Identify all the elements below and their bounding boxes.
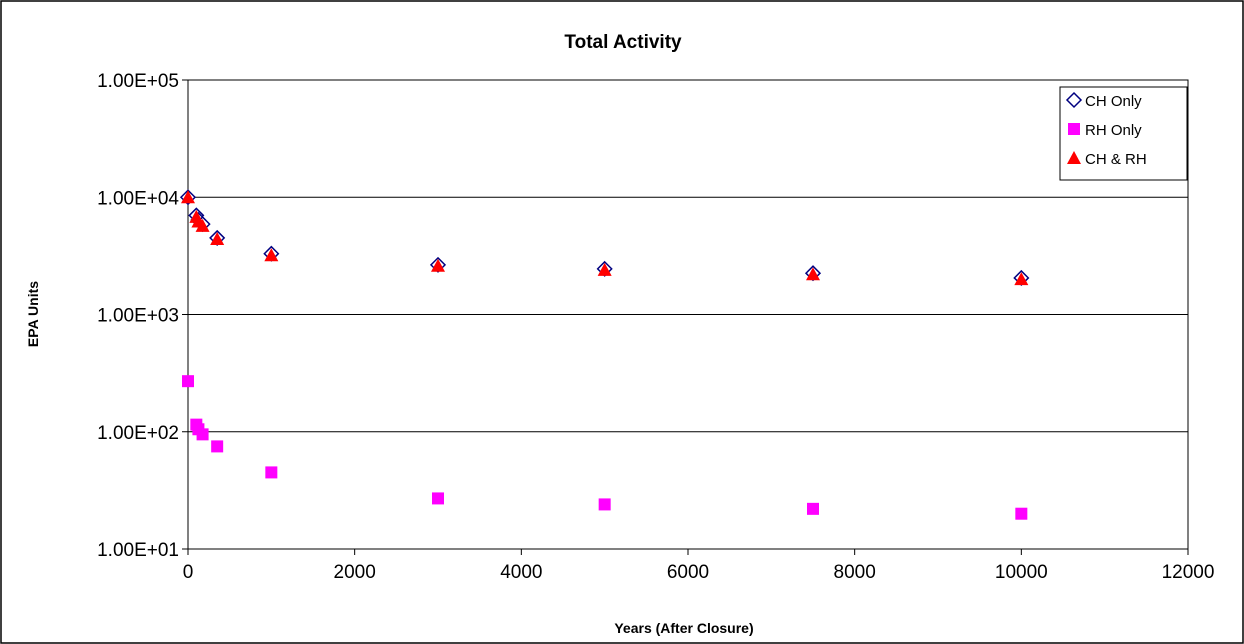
chart-title: Total Activity bbox=[564, 32, 682, 53]
data-point-ch-and-rh bbox=[1014, 272, 1029, 286]
data-point-ch-and-rh bbox=[264, 248, 279, 262]
data-point-rh-only bbox=[1015, 507, 1028, 520]
data-point-rh-only bbox=[196, 428, 209, 441]
x-tick-label: 8000 bbox=[834, 562, 876, 583]
legend-label: CH Only bbox=[1085, 93, 1142, 110]
data-point-ch-and-rh bbox=[210, 232, 225, 246]
y-axis-ticks: 1.00E+01 1.00E+02 1.00E+03 1.00E+04 1.00E+05 bbox=[97, 71, 188, 561]
legend-marker-ch-only bbox=[1065, 91, 1083, 109]
x-tick-label: 6000 bbox=[667, 562, 709, 583]
y-tick-label: 1.00E+02 bbox=[97, 423, 179, 444]
legend-label: CH & RH bbox=[1085, 151, 1147, 168]
x-axis-title: Years (After Closure) bbox=[614, 620, 753, 636]
x-tick-label: 10000 bbox=[995, 562, 1048, 583]
x-axis-ticks: 0 2000 4000 6000 8000 10000 12000 bbox=[183, 549, 1215, 583]
series-rh-only bbox=[182, 375, 1028, 520]
data-point-ch-and-rh bbox=[181, 190, 195, 204]
legend: CH Only RH Only CH & RH bbox=[1059, 86, 1188, 181]
x-tick-label: 0 bbox=[183, 562, 194, 583]
data-point-rh-only bbox=[598, 498, 611, 511]
legend-box bbox=[1059, 86, 1188, 181]
data-point-ch-and-rh bbox=[597, 262, 612, 276]
data-point-ch-and-rh bbox=[195, 218, 210, 232]
legend-marker-rh-only bbox=[1068, 123, 1080, 135]
data-point-rh-only bbox=[182, 375, 194, 388]
y-tick-label: 1.00E+05 bbox=[97, 71, 179, 92]
y-tick-label: 1.00E+03 bbox=[97, 306, 179, 327]
x-tick-label: 2000 bbox=[334, 562, 376, 583]
data-point-ch-and-rh bbox=[806, 267, 820, 281]
y-tick-label: 1.00E+01 bbox=[97, 540, 179, 561]
series-ch-and-rh bbox=[181, 190, 1029, 286]
data-point-rh-only bbox=[807, 502, 819, 515]
legend-label: RH Only bbox=[1085, 122, 1142, 139]
x-tick-label: 4000 bbox=[500, 562, 542, 583]
data-markers bbox=[179, 189, 1030, 520]
data-point-rh-only bbox=[265, 466, 278, 479]
legend-marker-ch-and-rh bbox=[1067, 151, 1081, 164]
y-tick-label: 1.00E+04 bbox=[97, 188, 179, 209]
data-point-ch-and-rh bbox=[431, 258, 445, 272]
x-tick-label: 12000 bbox=[1162, 562, 1215, 583]
data-point-rh-only bbox=[211, 440, 224, 453]
y-axis-title: EPA Units bbox=[25, 281, 41, 347]
data-point-rh-only bbox=[432, 492, 444, 505]
